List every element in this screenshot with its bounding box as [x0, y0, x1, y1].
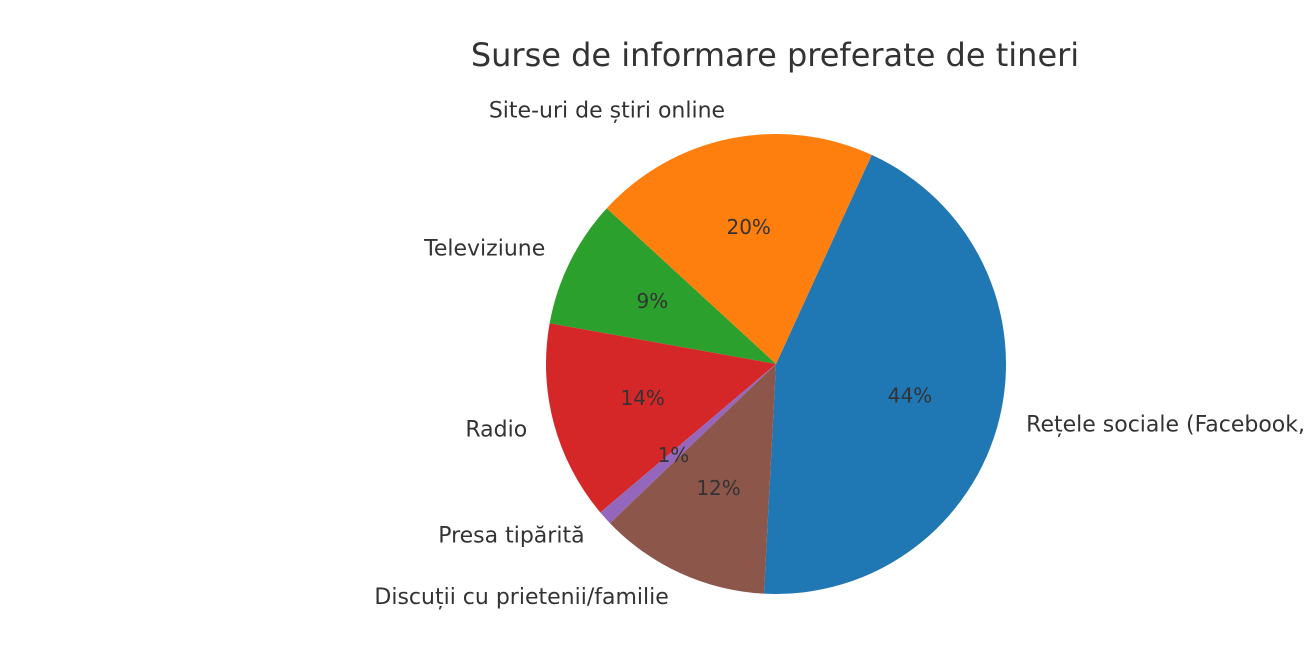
percent-label-site-uri-de-stiri-online: 20%: [726, 215, 770, 239]
pie-slice-retele-sociale-facebook-instagram-tiktok: [763, 154, 1006, 595]
percent-label-discutii-cu-prietenii-familie: 12%: [696, 476, 740, 500]
percent-label-presa-tiparita: 1%: [658, 443, 690, 467]
pie-slices: [546, 134, 1006, 595]
pie-slice-presa-tiparita: [600, 364, 776, 524]
chart-title: Surse de informare preferate de tineri: [471, 36, 1079, 74]
percent-label-radio: 14%: [620, 386, 664, 410]
slice-label-discutii-cu-prietenii-familie: Discuții cu prietenii/familie: [374, 585, 668, 610]
percent-label-televiziune: 9%: [637, 289, 669, 313]
slice-label-radio: Radio: [465, 418, 527, 443]
percent-label-retele-sociale-facebook-instagram-tiktok: 44%: [888, 383, 932, 407]
slice-label-retele-sociale-facebook-instagram-tiktok: Rețele sociale (Facebook, Instagram, Tik…: [1026, 412, 1308, 437]
pie-slice-discutii-cu-prietenii-familie: [609, 364, 776, 594]
slice-label-site-uri-de-stiri-online: Site-uri de știri online: [489, 98, 725, 123]
slice-label-televiziune: Televiziune: [423, 236, 545, 261]
pie-slice-televiziune: [549, 208, 776, 364]
pie-slice-site-uri-de-stiri-online: [606, 134, 872, 364]
pie-labels: Rețele sociale (Facebook, Instagram, Tik…: [374, 98, 1308, 610]
pie-slice-radio: [546, 323, 776, 513]
slice-label-presa-tiparita: Presa tipărită: [438, 523, 584, 548]
